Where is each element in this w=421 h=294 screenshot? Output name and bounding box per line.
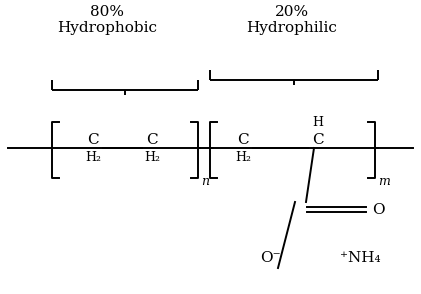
Text: n: n: [201, 175, 209, 188]
Text: H: H: [312, 116, 323, 128]
Text: C: C: [237, 133, 249, 147]
Text: 20%: 20%: [275, 5, 309, 19]
Text: O: O: [372, 203, 384, 217]
Text: H₂: H₂: [144, 151, 160, 163]
Text: O⁻: O⁻: [260, 251, 280, 265]
Text: C: C: [312, 133, 324, 147]
Text: ⁺NH₄: ⁺NH₄: [340, 251, 380, 265]
Text: H₂: H₂: [85, 151, 101, 163]
Text: Hydrophilic: Hydrophilic: [247, 21, 338, 35]
Text: Hydrophobic: Hydrophobic: [57, 21, 157, 35]
Text: 80%: 80%: [90, 5, 124, 19]
Text: C: C: [146, 133, 158, 147]
Text: m: m: [378, 175, 390, 188]
Text: C: C: [87, 133, 99, 147]
Text: H₂: H₂: [235, 151, 251, 163]
